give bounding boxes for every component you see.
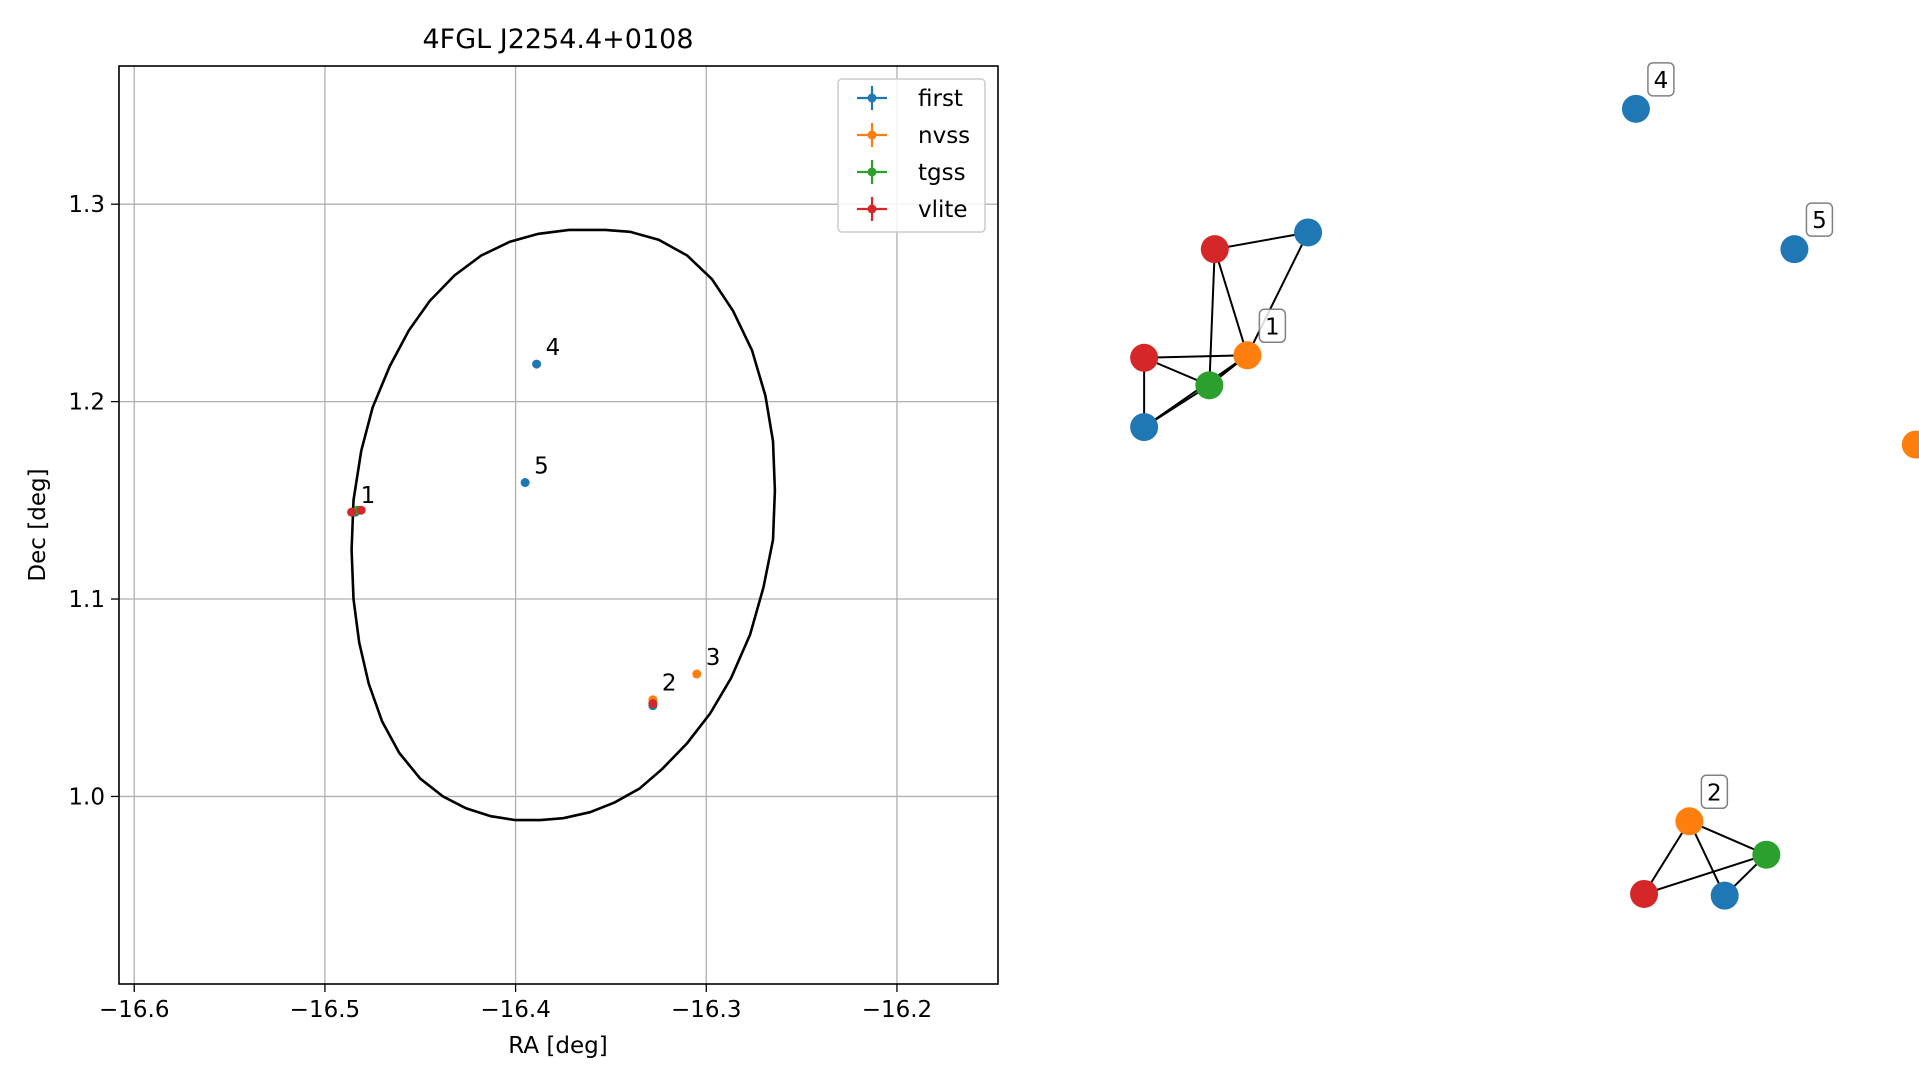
network-node <box>1675 807 1704 836</box>
network-edge <box>1144 354 1248 359</box>
node-label: 4 <box>1654 68 1669 94</box>
network-edge <box>1143 354 1248 428</box>
legend: first nvss tgss vlite <box>837 78 986 233</box>
point-label: 3 <box>706 645 721 671</box>
vlite-point <box>356 505 366 515</box>
y-axis-label: Dec [deg] <box>25 468 51 581</box>
nvss-point <box>692 669 702 679</box>
network-node <box>1621 94 1650 123</box>
network-node <box>1710 881 1739 910</box>
network-node <box>1630 879 1659 908</box>
network-node <box>1200 235 1229 264</box>
network-node <box>1195 371 1224 400</box>
x-tick-label: −16.2 <box>862 997 932 1023</box>
nvss-legend-marker <box>867 130 877 140</box>
vlite-point <box>648 699 658 709</box>
x-tick-label: −16.3 <box>671 997 741 1023</box>
node-label-box <box>1647 62 1675 97</box>
x-tick-label: −16.5 <box>290 997 360 1023</box>
data-points-layer: 4 5 3 2 1 <box>347 335 721 711</box>
network-node <box>1752 840 1781 869</box>
network-node <box>1780 235 1809 264</box>
vlite-legend-marker <box>867 204 877 214</box>
y-tick-label: 1.1 <box>68 587 105 613</box>
x-axis-label: RA [deg] <box>508 1033 607 1059</box>
network-edge <box>1643 820 1691 895</box>
network-node <box>1901 430 1919 459</box>
network-edge <box>1213 248 1249 356</box>
network-edge <box>1214 231 1309 251</box>
legend-entries: first nvss tgss vlite <box>857 86 970 223</box>
first-legend-marker <box>867 93 877 103</box>
y-tick-label: 1.3 <box>68 192 105 218</box>
error-ellipse <box>350 228 777 822</box>
legend-label-first: first <box>918 86 963 112</box>
network-node <box>1130 343 1159 372</box>
node-label-box <box>1805 202 1834 237</box>
point-label: 4 <box>546 335 561 361</box>
node-label-box <box>1700 774 1729 810</box>
vlite-point <box>347 507 357 517</box>
first-point <box>532 359 542 369</box>
x-tick-label: −16.6 <box>99 997 169 1023</box>
axes-frame <box>118 65 999 985</box>
node-label: 1 <box>1265 314 1280 340</box>
error-ellipse-layer <box>350 228 777 822</box>
network-nodes: 45312 <box>1130 62 1919 910</box>
first-point <box>520 478 530 488</box>
legend-label-tgss: tgss <box>918 160 966 186</box>
legend-label-nvss: nvss <box>918 123 970 149</box>
y-tick-label: 1.2 <box>68 390 105 416</box>
x-tick-label: −16.4 <box>480 997 550 1023</box>
axis-ticks: −16.6 −16.5 −16.4 −16.3 −16.2 1.0 1.1 1.2 1.3 <box>68 192 932 1023</box>
network-node <box>1294 218 1323 247</box>
plot-title: 4FGL J2254.4+0108 <box>422 24 693 55</box>
network-node <box>1233 341 1262 370</box>
point-label: 2 <box>662 671 677 697</box>
point-label: 1 <box>361 483 376 509</box>
point-label: 5 <box>534 454 549 480</box>
node-label-box <box>1258 308 1287 344</box>
legend-frame <box>837 78 986 233</box>
network-node <box>1130 413 1159 442</box>
network-panel: 45312 <box>1130 62 1919 910</box>
y-tick-label: 1.0 <box>68 784 105 810</box>
legend-label-vlite: vlite <box>918 197 968 223</box>
node-label: 2 <box>1707 780 1722 806</box>
network-edge <box>1208 249 1216 386</box>
node-label: 5 <box>1812 208 1827 234</box>
network-edge <box>1246 232 1309 356</box>
tgss-legend-marker <box>867 167 877 177</box>
network-edge <box>1643 853 1767 895</box>
